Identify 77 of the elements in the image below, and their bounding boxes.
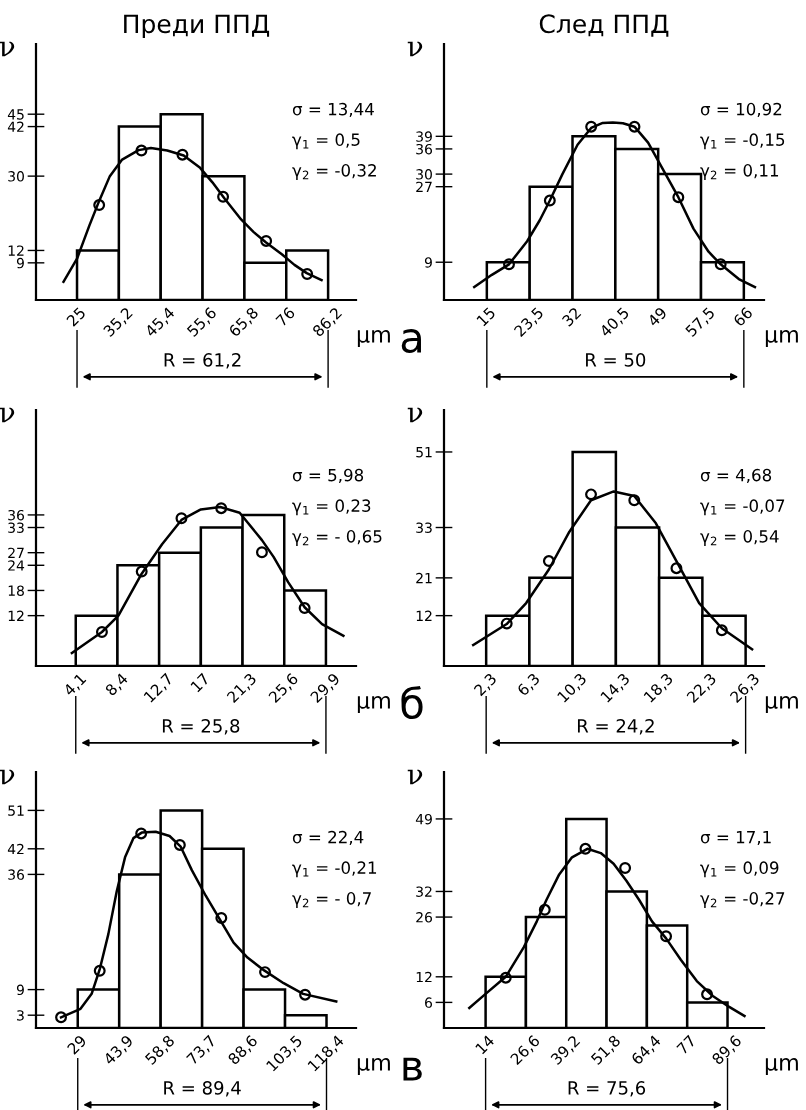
text: R = 50: [586, 353, 646, 367]
point: [672, 191, 685, 204]
point: [217, 190, 230, 203]
annotation: σ = 17,1: [700, 831, 771, 846]
point: [715, 624, 728, 637]
y-axis-title: ν: [407, 769, 423, 785]
point: [255, 546, 268, 559]
point: [660, 930, 673, 943]
point: [135, 144, 148, 157]
point: [701, 988, 714, 1001]
text: а: [401, 329, 421, 354]
x-axis-title: μm: [357, 330, 390, 348]
text: б: [401, 686, 423, 720]
text: R = 75,6: [568, 1081, 646, 1097]
point: [175, 512, 188, 525]
point: [500, 617, 513, 630]
point: [93, 199, 106, 211]
point: [585, 120, 598, 133]
text: R = 25,8: [162, 719, 240, 735]
chart-title: След ППД: [539, 14, 669, 37]
text: в: [403, 1057, 422, 1081]
annotation: γ$_{2}$ = -0,27: [700, 892, 785, 908]
point: [499, 971, 512, 984]
y-axis-title: ν: [0, 41, 15, 57]
point: [95, 626, 108, 638]
point: [628, 494, 641, 507]
annotation: γ$_{1}$ = 0,23: [292, 499, 371, 516]
annotation: γ$_{1}$ = 0,09: [700, 861, 779, 878]
text: R = 89,4: [164, 1081, 241, 1097]
annotation: γ$_{2}$ = - 0,7: [292, 892, 371, 908]
annotation: γ$_{2}$ = 0,54: [700, 530, 779, 546]
point: [135, 827, 148, 840]
chart-title: Преди ППД: [124, 14, 270, 39]
annotation: γ$_{1}$ = -0,15: [700, 133, 785, 150]
y-axis-title: ν: [407, 407, 423, 423]
text: R = 61,2: [164, 353, 241, 369]
annotation: γ$_{2}$ = - 0,65: [292, 530, 382, 546]
text: R = 24,2: [577, 719, 654, 735]
point: [135, 565, 148, 578]
annotation: σ = 10,92: [700, 102, 782, 118]
point: [619, 862, 632, 874]
point: [585, 488, 597, 501]
annotation: σ = 5,98: [292, 468, 364, 484]
point: [714, 258, 727, 271]
point: [538, 903, 551, 916]
annotation: σ = 4,68: [700, 468, 772, 484]
point: [542, 555, 555, 568]
annotation: γ$_{1}$ = 0,5: [292, 133, 360, 150]
annotation: σ = 13,44: [292, 102, 374, 118]
x-axis-title: μm: [765, 696, 798, 714]
x-axis-title: μm: [765, 1058, 798, 1076]
y-axis-title: ν: [0, 407, 15, 423]
point: [543, 194, 556, 207]
x-axis-title: μm: [357, 696, 390, 714]
point: [93, 964, 106, 977]
x-axis-title: μm: [765, 330, 798, 348]
point: [628, 120, 641, 133]
point: [298, 602, 311, 615]
point: [55, 1011, 68, 1024]
y-axis-title: ν: [0, 769, 15, 785]
point: [670, 562, 683, 575]
annotation: γ$_{1}$ = -0,21: [292, 861, 377, 878]
y-axis-title: ν: [407, 41, 423, 57]
annotation: γ$_{2}$ = -0,32: [292, 164, 376, 180]
point: [173, 838, 186, 851]
point: [260, 234, 273, 247]
point: [503, 258, 515, 271]
point: [176, 148, 189, 161]
annotation: σ = 22,4: [292, 830, 364, 846]
point: [579, 842, 592, 855]
point: [215, 502, 228, 515]
x-axis-title: μm: [357, 1058, 390, 1076]
point: [299, 988, 312, 1001]
point: [259, 966, 271, 979]
annotation: γ$_{2}$ = 0,11: [700, 164, 779, 180]
annotation: γ$_{1}$ = -0,07: [700, 499, 785, 516]
point: [215, 911, 228, 924]
